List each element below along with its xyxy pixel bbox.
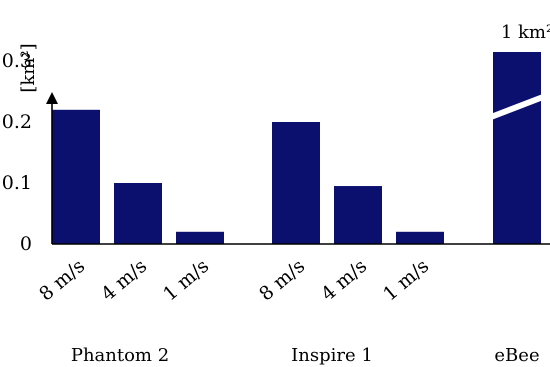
bar xyxy=(334,186,382,244)
category-label: 8 m/s xyxy=(35,255,89,305)
y-tick-label: 0 xyxy=(20,233,32,255)
y-tick-label: 0.1 xyxy=(2,172,32,194)
category-labels: 8 m/s 4 m/s 1 m/s 8 m/s 4 m/s 1 m/s xyxy=(35,255,433,305)
bar-broken xyxy=(493,52,541,244)
category-label: 4 m/s xyxy=(317,255,371,305)
axis-break-mark xyxy=(489,94,545,120)
group-label: Inspire 1 xyxy=(291,345,373,366)
y-tick-label: 0.2 xyxy=(2,111,32,133)
category-label: 1 m/s xyxy=(379,255,433,305)
group-labels: Phantom 2 Inspire 1 eBee xyxy=(71,345,540,366)
group-label: Phantom 2 xyxy=(71,345,169,366)
bar xyxy=(52,109,100,244)
bar xyxy=(396,231,444,244)
bar xyxy=(176,231,224,244)
bars xyxy=(52,52,545,244)
category-label: 8 m/s xyxy=(255,255,309,305)
category-label: 4 m/s xyxy=(97,255,151,305)
y-axis-label: [km²] xyxy=(18,43,39,92)
bar xyxy=(272,122,320,244)
y-tick-label: 0.3 xyxy=(2,50,32,72)
category-label: 1 m/s xyxy=(159,255,213,305)
y-tick-labels: 0 0.1 0.2 0.3 xyxy=(2,50,32,255)
group-label: eBee xyxy=(494,345,539,366)
bar xyxy=(114,183,162,244)
broken-bar-annotation: 1 km² xyxy=(501,22,550,43)
y-axis-arrowhead xyxy=(46,92,58,104)
